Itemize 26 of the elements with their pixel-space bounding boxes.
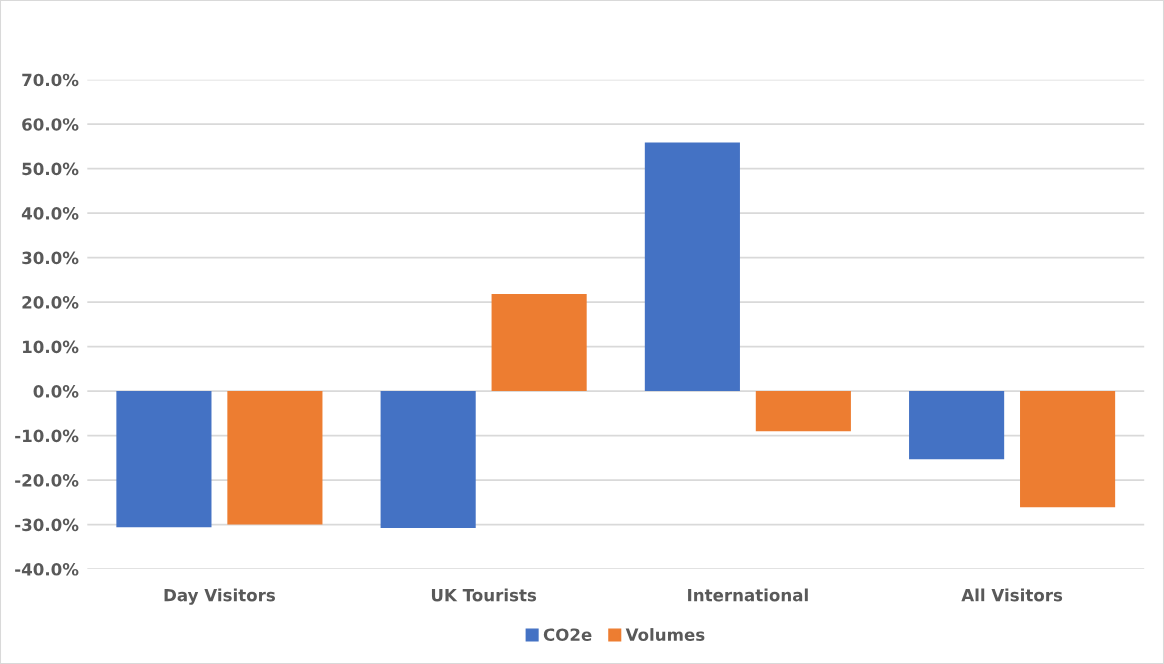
bar: [644, 142, 740, 392]
y-tick-label: 20.0%: [22, 296, 79, 309]
legend-label: CO2e: [543, 628, 592, 641]
y-tick-label: 60.0%: [22, 118, 79, 131]
bar: [380, 391, 476, 529]
y-tick-label: -30.0%: [15, 518, 79, 532]
y-tick-label: -20.0%: [15, 474, 79, 487]
y-tick-label: 50.0%: [22, 162, 79, 176]
bar: [909, 391, 1005, 460]
y-tick-label: -40.0%: [15, 563, 79, 576]
y-tick-label: 70.0%: [22, 73, 79, 87]
y-tick-label: 10.0%: [23, 340, 79, 354]
y-tick-label: 40.0%: [21, 207, 79, 220]
bar: [1020, 391, 1116, 508]
bar: [116, 391, 212, 528]
y-tick-label: 30.0%: [22, 251, 79, 265]
x-tick-label: UK Tourists: [431, 588, 537, 602]
bar: [491, 294, 587, 392]
y-tick-label: 0.0%: [33, 385, 79, 398]
x-tick-label: All Visitors: [961, 588, 1063, 602]
bar: [755, 391, 851, 432]
legend-label: Volumes: [625, 628, 705, 641]
y-tick-label: -10.0%: [15, 429, 79, 443]
bar: [227, 391, 323, 525]
x-tick-label: International: [688, 588, 808, 602]
x-tick-label: Day Visitors: [164, 588, 275, 605]
